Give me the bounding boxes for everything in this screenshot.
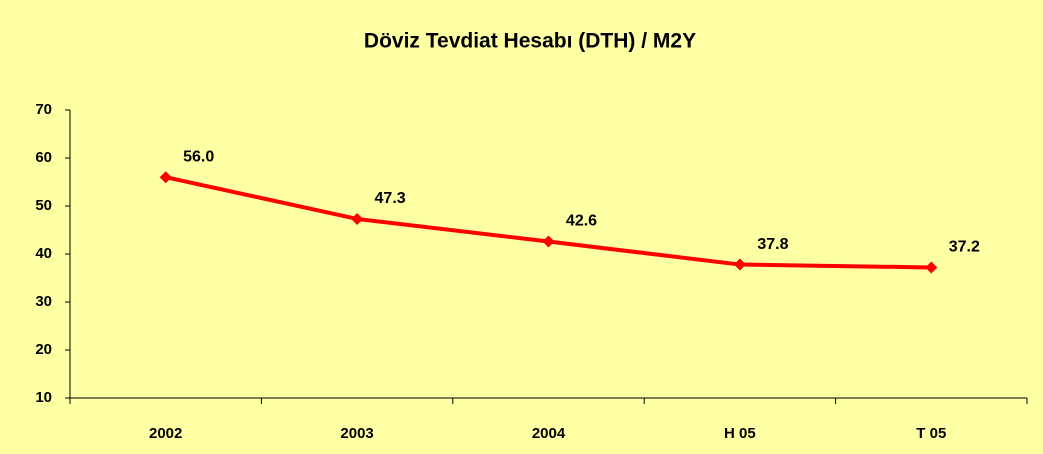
marker	[733, 258, 746, 271]
y-tick-label: 40	[35, 245, 52, 262]
data-label: 37.2	[949, 239, 980, 256]
data-label: 47.3	[375, 190, 406, 207]
x-tick-label: 2002	[149, 425, 182, 442]
line	[165, 175, 932, 270]
y-tick-label: 70	[35, 101, 52, 118]
marker	[351, 212, 364, 225]
x-tick-label: 2003	[340, 425, 373, 442]
y-tick-label: 20	[35, 341, 52, 358]
x-tick-label: 2004	[532, 425, 566, 442]
marker	[159, 171, 172, 184]
x-tick-label: H 05	[724, 425, 756, 442]
data-label: 37.8	[757, 236, 788, 253]
y-tick-label: 50	[35, 197, 52, 214]
marker	[925, 261, 938, 274]
data-label: 42.6	[566, 213, 597, 230]
x-tick-label: T 05	[916, 425, 946, 442]
marker	[542, 235, 555, 248]
chart-title: Döviz Tevdiat Hesabı (DTH) / M2Y	[364, 30, 696, 53]
data-label: 56.0	[183, 148, 214, 165]
y-tick-label: 60	[35, 149, 52, 166]
y-tick-label: 30	[35, 293, 52, 310]
y-tick-label: 10	[35, 389, 52, 406]
